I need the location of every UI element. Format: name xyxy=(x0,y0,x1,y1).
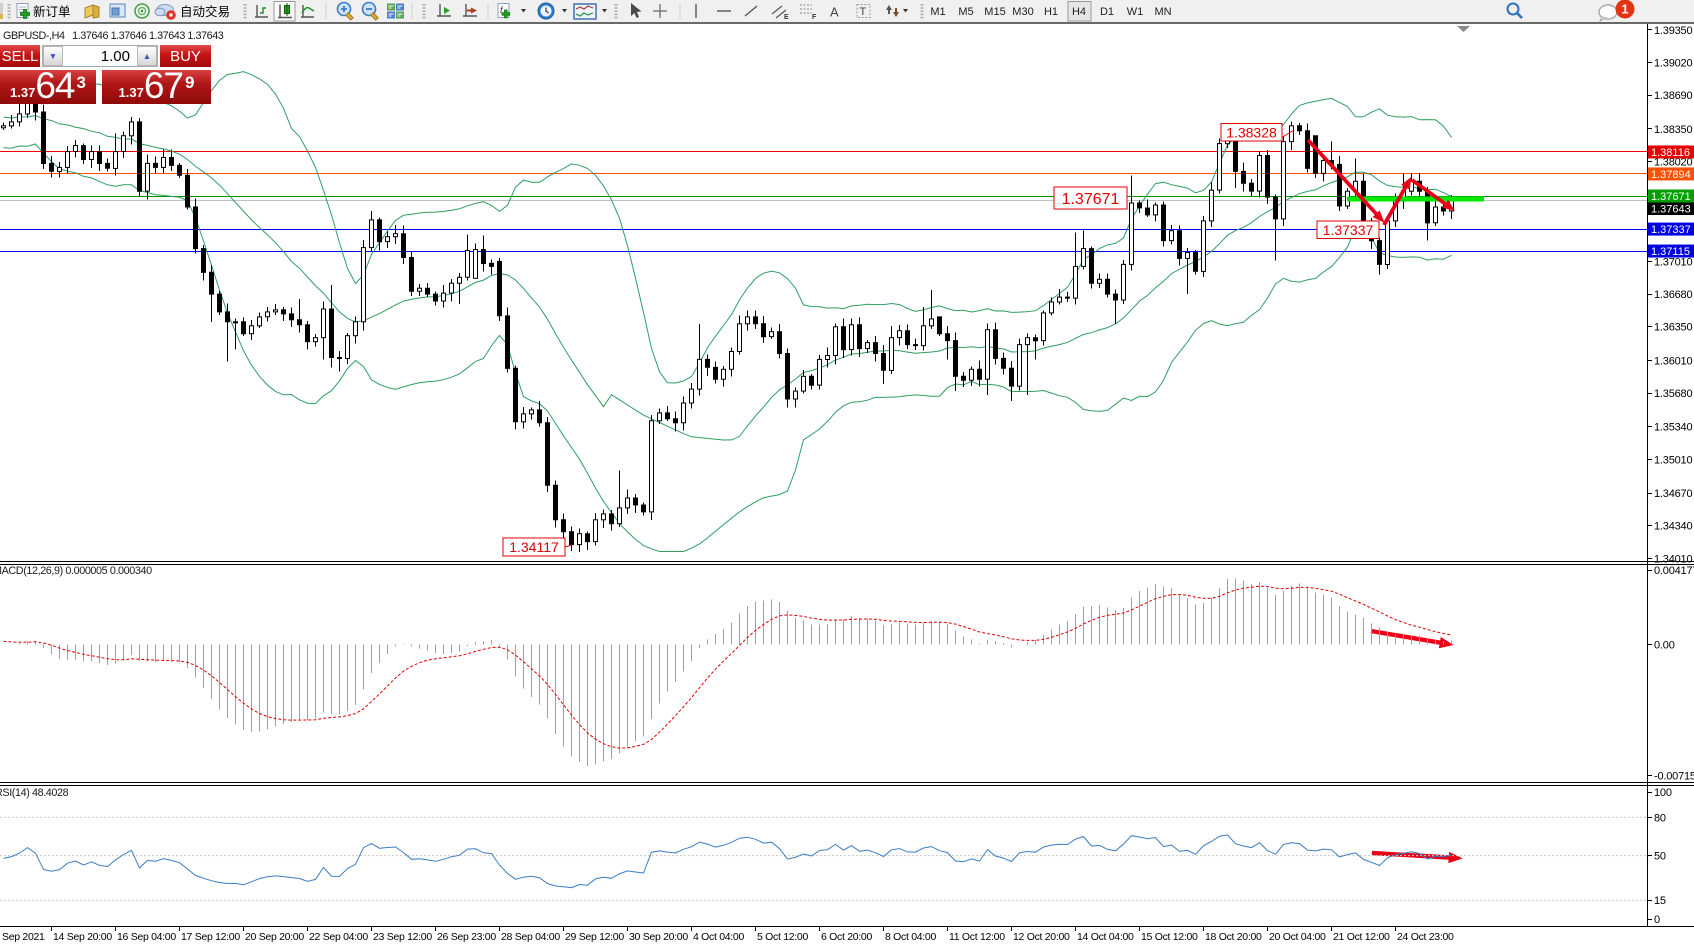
svg-text:F: F xyxy=(812,14,817,21)
svg-text:M5: M5 xyxy=(958,6,973,18)
svg-text:1.38350: 1.38350 xyxy=(1654,124,1692,136)
svg-text:29 Sep 12:00: 29 Sep 12:00 xyxy=(565,931,624,943)
svg-text:E: E xyxy=(784,14,789,21)
svg-text:1.37894: 1.37894 xyxy=(1651,169,1691,181)
svg-text:15 Oct 12:00: 15 Oct 12:00 xyxy=(1141,931,1198,943)
svg-text:0: 0 xyxy=(1654,914,1660,926)
svg-text:1.35680: 1.35680 xyxy=(1654,388,1692,400)
svg-text:A: A xyxy=(830,5,839,20)
svg-text:50: 50 xyxy=(1654,851,1666,863)
svg-text:1.37671: 1.37671 xyxy=(1062,191,1120,208)
svg-text:11 Oct 12:00: 11 Oct 12:00 xyxy=(949,931,1005,943)
svg-text:1.34670: 1.34670 xyxy=(1654,488,1692,500)
svg-text:1.35340: 1.35340 xyxy=(1654,422,1692,434)
svg-text:14 Sep 20:00: 14 Sep 20:00 xyxy=(53,931,112,943)
svg-text:Sep 2021: Sep 2021 xyxy=(2,931,45,943)
svg-text:1.35010: 1.35010 xyxy=(1654,454,1692,466)
svg-text:MACD(12,26,9) 0.000005 0.00034: MACD(12,26,9) 0.000005 0.000340 xyxy=(0,565,152,577)
svg-text:1.34117: 1.34117 xyxy=(509,539,559,555)
svg-text:T: T xyxy=(860,6,867,18)
svg-text:自动交易: 自动交易 xyxy=(180,4,230,19)
svg-text:1.39020: 1.39020 xyxy=(1654,57,1692,69)
svg-text:M15: M15 xyxy=(984,6,1005,18)
svg-text:1.37337: 1.37337 xyxy=(1651,224,1691,236)
svg-text:1.38020: 1.38020 xyxy=(1654,156,1692,168)
svg-text:20 Oct 04:00: 20 Oct 04:00 xyxy=(1269,931,1326,943)
svg-text:28 Sep 04:00: 28 Sep 04:00 xyxy=(501,931,560,943)
svg-text:6 Oct 20:00: 6 Oct 20:00 xyxy=(821,931,872,943)
svg-text:15: 15 xyxy=(1654,895,1666,907)
svg-text:MN: MN xyxy=(1154,6,1171,18)
svg-text:1.36010: 1.36010 xyxy=(1654,355,1692,367)
svg-text:16 Sep 04:00: 16 Sep 04:00 xyxy=(117,931,176,943)
svg-text:4 Oct 04:00: 4 Oct 04:00 xyxy=(693,931,744,943)
svg-text:-0.007153: -0.007153 xyxy=(1654,770,1694,782)
svg-text:100: 100 xyxy=(1654,787,1672,799)
svg-text:1: 1 xyxy=(1621,2,1628,17)
svg-text:RSI(14) 48.4028: RSI(14) 48.4028 xyxy=(0,787,69,799)
svg-text:0.004177: 0.004177 xyxy=(1654,565,1694,577)
svg-text:30 Sep 20:00: 30 Sep 20:00 xyxy=(629,931,688,943)
svg-text:1.37671: 1.37671 xyxy=(1651,191,1691,203)
svg-text:M30: M30 xyxy=(1012,6,1033,18)
svg-text:22 Sep 04:00: 22 Sep 04:00 xyxy=(309,931,368,943)
svg-text:17 Sep 12:00: 17 Sep 12:00 xyxy=(181,931,240,943)
svg-text:1.38690: 1.38690 xyxy=(1654,90,1692,102)
svg-text:1.34340: 1.34340 xyxy=(1654,521,1692,533)
svg-text:0.00: 0.00 xyxy=(1654,639,1675,651)
svg-text:14 Oct 04:00: 14 Oct 04:00 xyxy=(1077,931,1134,943)
svg-text:1.37643: 1.37643 xyxy=(1651,204,1691,216)
svg-text:1.38116: 1.38116 xyxy=(1651,147,1690,159)
svg-text:8 Oct 04:00: 8 Oct 04:00 xyxy=(885,931,936,943)
svg-text:21 Oct 12:00: 21 Oct 12:00 xyxy=(1333,931,1390,943)
svg-text:5 Oct 12:00: 5 Oct 12:00 xyxy=(757,931,808,943)
svg-text:1.37337: 1.37337 xyxy=(1323,222,1374,238)
svg-text:1.39350: 1.39350 xyxy=(1654,25,1692,37)
svg-text:1.37115: 1.37115 xyxy=(1651,246,1690,258)
svg-text:H1: H1 xyxy=(1044,6,1058,18)
svg-text:12 Oct 20:00: 12 Oct 20:00 xyxy=(1013,931,1070,943)
svg-text:1.37010: 1.37010 xyxy=(1654,256,1692,268)
svg-text:26 Sep 23:00: 26 Sep 23:00 xyxy=(437,931,496,943)
svg-text:W1: W1 xyxy=(1127,6,1144,18)
svg-text:80: 80 xyxy=(1654,812,1666,824)
svg-text:D1: D1 xyxy=(1100,6,1114,18)
svg-text:24 Oct 23:00: 24 Oct 23:00 xyxy=(1397,931,1454,943)
svg-text:23 Sep 12:00: 23 Sep 12:00 xyxy=(373,931,432,943)
svg-text:新订单: 新订单 xyxy=(33,4,71,19)
svg-text:1.34010: 1.34010 xyxy=(1654,553,1692,565)
svg-text:1.36680: 1.36680 xyxy=(1654,289,1692,301)
svg-text:20 Sep 20:00: 20 Sep 20:00 xyxy=(245,931,304,943)
svg-text:GBPUSD-,H4 1.37646 1.37646 1: GBPUSD-,H4 1.37646 1.37646 1.37643 1.376… xyxy=(3,30,224,42)
svg-text:1.36350: 1.36350 xyxy=(1654,322,1692,334)
svg-text:18 Oct 20:00: 18 Oct 20:00 xyxy=(1205,931,1262,943)
svg-text:1.38328: 1.38328 xyxy=(1226,124,1277,140)
svg-text:M1: M1 xyxy=(930,6,945,18)
svg-text:f: f xyxy=(500,5,504,15)
svg-text:H4: H4 xyxy=(1072,6,1086,18)
